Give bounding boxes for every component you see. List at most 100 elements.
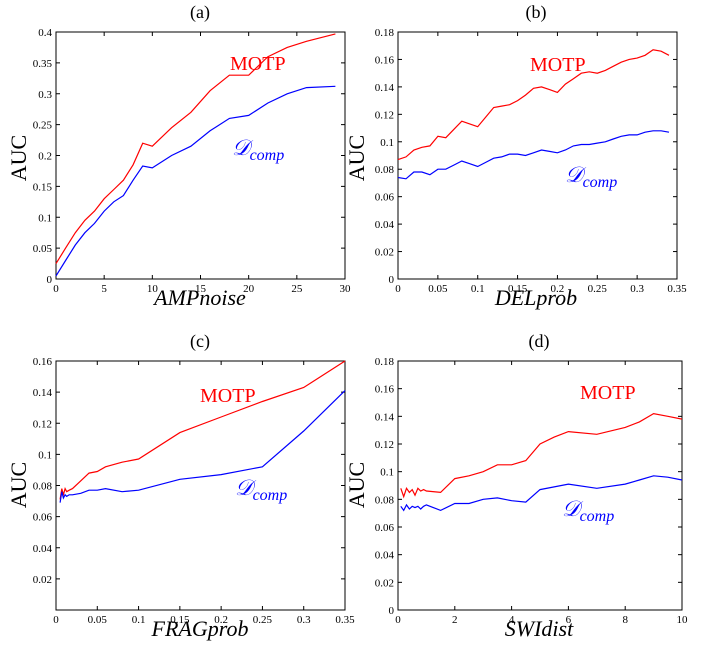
x-tick-label: 10	[147, 283, 159, 295]
x-axis-label: DELprob	[494, 285, 577, 310]
y-tick-label: 0.06	[33, 512, 53, 524]
series-line-dcomp	[59, 390, 346, 503]
x-tick-label: 0.15	[508, 283, 528, 295]
x-tick-label: 0.3	[630, 283, 644, 295]
series-label-dcomp: 𝒟comp	[565, 162, 617, 191]
y-tick-label: 0.18	[375, 356, 395, 368]
y-tick-label: 0.02	[375, 577, 394, 589]
x-tick-label: 5	[101, 283, 107, 295]
chart-title: (d)	[529, 331, 550, 352]
y-tick-label: 0.12	[375, 109, 394, 121]
series-label-symbol: 𝒟	[562, 496, 584, 521]
series-line-motp	[400, 412, 683, 499]
y-tick-label: 0.06	[375, 522, 395, 534]
y-axis-label: AUC	[6, 462, 31, 508]
x-tick-label: 30	[340, 283, 352, 295]
x-tick-label: 0	[53, 614, 59, 626]
y-tick-label: 0.16	[33, 356, 53, 368]
x-tick-label: 0.2	[551, 283, 565, 295]
chart-panel-2: (b) 0 0.05 0.1 0.15 0.2 0.25 0.3 0.35 0 0.02 0.04 0.…	[344, 2, 687, 310]
series-label-subscript: comp	[580, 508, 615, 525]
series-label-dcomp: 𝒟comp	[235, 475, 287, 504]
series-label-motp: MOTP	[580, 382, 636, 404]
x-tick-label: 2	[452, 614, 458, 626]
x-tick-label: 15	[195, 283, 207, 295]
y-tick-label: 0.2	[38, 151, 52, 163]
x-tick-label: 4	[509, 614, 515, 626]
chart-title: (c)	[190, 331, 210, 352]
y-tick-label: 0.4	[38, 27, 52, 39]
y-tick-label: 0.15	[33, 181, 53, 193]
y-tick-label: 0.05	[33, 243, 53, 255]
x-tick-label: 10	[677, 614, 689, 626]
y-tick-label: 0.08	[375, 494, 395, 506]
y-tick-label: 0.1	[380, 137, 394, 149]
y-tick-label: 0.08	[375, 164, 395, 176]
y-tick-label: 0.25	[33, 120, 53, 132]
series-label-dcomp: 𝒟comp	[562, 496, 614, 525]
y-tick-label: 0.1	[38, 449, 52, 461]
x-tick-label: 20	[243, 283, 255, 295]
y-axis-label: AUC	[344, 462, 369, 508]
y-axis-label: AUC	[344, 135, 369, 181]
series-label-symbol: 𝒟	[235, 475, 257, 500]
series-line-dcomp	[400, 475, 683, 512]
chart-panel-4: (d) 0 2 4 6 8 10 0 0.02 0.04 0.06 0.08 0.1 0.12 0.14 0.…	[344, 331, 688, 641]
y-tick-label: 0.3	[38, 89, 52, 101]
plot-frame	[55, 31, 346, 280]
series-line-motp	[59, 360, 346, 500]
x-tick-label: 0.3	[297, 614, 311, 626]
y-tick-label: 0.02	[375, 247, 394, 259]
series-label-subscript: comp	[250, 147, 285, 164]
y-tick-label: 0.18	[375, 27, 395, 39]
plot-frame	[397, 31, 678, 280]
y-tick-label: 0.04	[375, 219, 395, 231]
x-axis-label: SWIdist	[505, 616, 574, 641]
y-tick-label: 0.1	[38, 212, 52, 224]
x-tick-label: 0.2	[214, 614, 228, 626]
chart-title: (b)	[526, 2, 547, 23]
series-label-motp: MOTP	[230, 53, 286, 75]
x-tick-label: 0.05	[428, 283, 448, 295]
y-tick-label: 0.16	[375, 54, 395, 66]
x-tick-label: 0.25	[253, 614, 273, 626]
y-tick-label: 0	[389, 274, 395, 286]
y-tick-label: 0	[47, 274, 53, 286]
x-tick-label: 0.25	[588, 283, 608, 295]
plot-frame	[397, 360, 683, 611]
series-label-dcomp: 𝒟comp	[232, 135, 284, 164]
y-tick-label: 0.14	[375, 82, 395, 94]
y-tick-label: 0.16	[375, 384, 395, 396]
chart-panel-1: (a) 0 5 10 15 20 25 30 0 0.05 0.1 0.15 0.2 0.25 0.3 0.3…	[6, 2, 351, 310]
series-line-dcomp	[55, 85, 336, 277]
series-line-dcomp	[397, 130, 670, 180]
y-tick-label: 0.08	[33, 481, 53, 493]
y-tick-label: 0.14	[33, 387, 53, 399]
y-tick-label: 0.12	[375, 439, 394, 451]
x-tick-label: 25	[291, 283, 303, 295]
chart-title: (a)	[190, 2, 210, 23]
series-label-symbol: 𝒟	[565, 162, 587, 187]
y-tick-label: 0.02	[33, 574, 52, 586]
x-tick-label: 0	[395, 614, 401, 626]
y-axis-label: AUC	[6, 135, 31, 181]
series-label-motp: MOTP	[530, 54, 586, 76]
x-tick-label: 8	[622, 614, 628, 626]
x-tick-label: 0	[395, 283, 401, 295]
y-tick-label: 0.35	[33, 58, 53, 70]
series-label-subscript: comp	[583, 174, 618, 191]
y-tick-label: 0.04	[375, 550, 395, 562]
x-tick-label: 0.1	[471, 283, 485, 295]
y-tick-label: 0.12	[33, 418, 52, 430]
x-tick-label: 0.05	[88, 614, 108, 626]
series-label-symbol: 𝒟	[232, 135, 254, 160]
y-tick-label: 0.1	[380, 467, 394, 479]
series-line-motp	[397, 49, 670, 161]
x-axis-label: FRAGprob	[151, 616, 249, 641]
y-tick-label: 0.06	[375, 192, 395, 204]
x-axis-label: AMPnoise	[152, 285, 246, 310]
chart-panel-3: (c) 0 0.05 0.1 0.15 0.2 0.25 0.3 0.35 0.02 0.04 0.0…	[6, 331, 355, 641]
x-tick-label: 0.35	[667, 283, 687, 295]
series-label-subscript: comp	[253, 487, 288, 504]
